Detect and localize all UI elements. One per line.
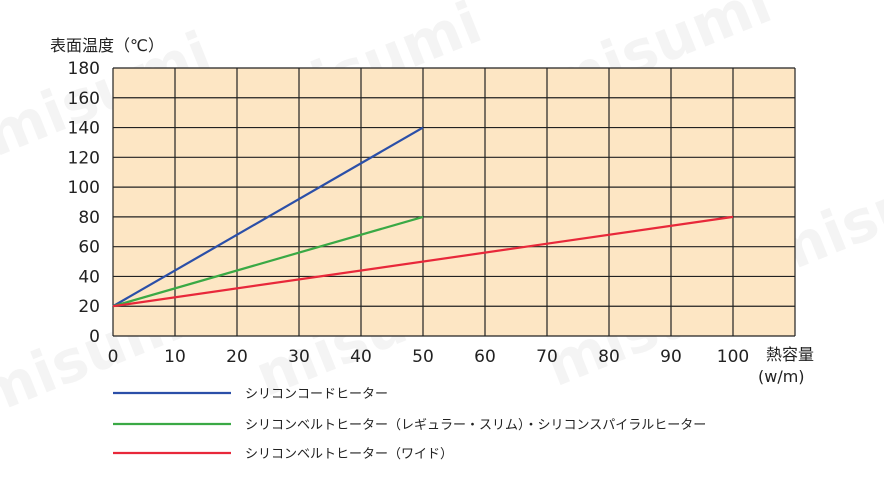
- plot-area: [112, 67, 796, 337]
- legend-item-2: シリコンベルトヒーター（レギュラー・スリム）・シリコンスパイラルヒーター: [113, 418, 706, 433]
- x-tick-label: 10: [164, 347, 186, 367]
- y-tick-label: 160: [68, 89, 100, 109]
- series-line-1: [112, 126, 424, 308]
- x-axis-label: 熱容量: [766, 345, 814, 364]
- y-tick-label: 80: [78, 208, 100, 228]
- series-lines: [112, 126, 734, 308]
- series-line-2: [112, 215, 424, 308]
- y-tick-label: 60: [78, 238, 100, 258]
- x-tick-labels: 0 10 20 30 40 50 60 70 80 90 100: [108, 347, 750, 367]
- x-tick-label: 0: [108, 347, 119, 367]
- x-tick-label: 70: [536, 347, 558, 367]
- x-tick-label: 50: [412, 347, 434, 367]
- legend-label: シリコンコードヒーター: [245, 387, 388, 402]
- plot-background: [113, 68, 795, 336]
- x-tick-label: 60: [474, 347, 496, 367]
- x-tick-label: 30: [288, 347, 310, 367]
- x-tick-label: 100: [717, 347, 749, 367]
- legend-item-1: シリコンコードヒーター: [113, 387, 388, 402]
- x-tick-label: 80: [598, 347, 620, 367]
- legend: シリコンコードヒーターシリコンベルトヒーター（レギュラー・スリム）・シリコンスパ…: [113, 387, 706, 462]
- y-tick-label: 120: [68, 148, 100, 168]
- legend-label: シリコンベルトヒーター（ワイド）: [245, 447, 453, 462]
- x-tick-label: 20: [226, 347, 248, 367]
- x-axis-unit: (w/m): [758, 367, 805, 386]
- series-line-3: [112, 215, 734, 308]
- x-tick-label: 90: [660, 347, 682, 367]
- y-axis-label: 表面温度（℃）: [50, 36, 164, 55]
- y-tick-label: 0: [89, 327, 100, 347]
- y-tick-label: 180: [68, 59, 100, 79]
- y-tick-labels: 0 20 40 60 80 100 120 140 160 180: [68, 59, 100, 347]
- y-tick-label: 40: [78, 267, 100, 287]
- gridlines: [112, 67, 796, 337]
- y-tick-label: 20: [78, 297, 100, 317]
- y-tick-label: 140: [68, 119, 100, 139]
- legend-label: シリコンベルトヒーター（レギュラー・スリム）・シリコンスパイラルヒーター: [245, 418, 706, 433]
- y-tick-label: 100: [68, 178, 100, 198]
- x-tick-label: 40: [350, 347, 372, 367]
- legend-item-3: シリコンベルトヒーター（ワイド）: [113, 447, 453, 462]
